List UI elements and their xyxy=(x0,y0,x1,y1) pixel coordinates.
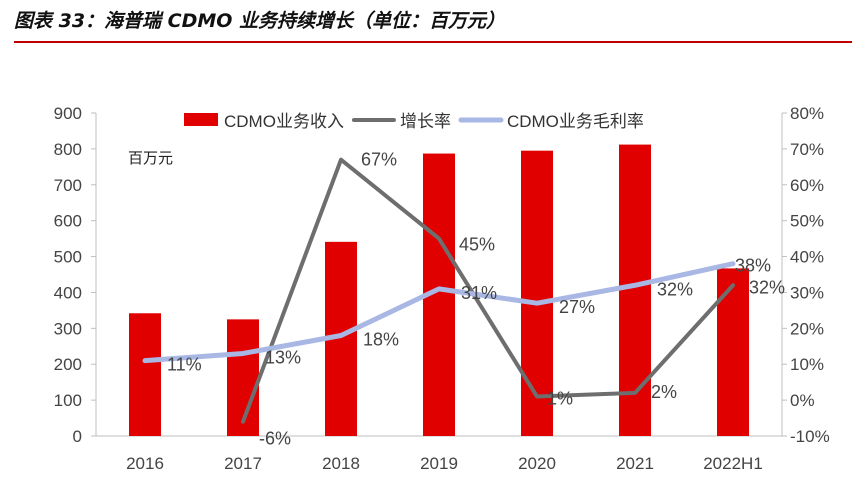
x-tick-label: 2016 xyxy=(126,454,164,473)
bar-cdmo-revenue xyxy=(129,313,161,436)
y-right-tick-label: 10% xyxy=(790,355,824,374)
gross-margin-label: 11% xyxy=(167,355,202,375)
y-right-tick-label: 30% xyxy=(790,283,824,302)
gross-margin-label: 31% xyxy=(461,283,497,303)
y-left-tick-label: 500 xyxy=(54,248,82,267)
lines-group xyxy=(142,157,736,424)
y-left-tick-label: 900 xyxy=(54,104,82,123)
bars-group xyxy=(129,144,749,437)
y-right-tick-label: 70% xyxy=(790,140,824,159)
y-left-tick-label: 600 xyxy=(54,212,82,231)
legend-label: CDMO业务毛利率 xyxy=(507,112,644,131)
gross-margin-label: 13% xyxy=(265,347,301,367)
growth-rate-label: 32% xyxy=(749,277,785,297)
x-tick-label: 2021 xyxy=(616,454,654,473)
y-right-tick-label: -10% xyxy=(790,427,830,446)
figure-title: 图表 33：海普瑞 CDMO 业务持续增长（单位：百万元） xyxy=(14,10,506,32)
y-right-tick-label: 80% xyxy=(790,104,824,123)
legend-label: CDMO业务收入 xyxy=(224,112,344,131)
line-growth-rate xyxy=(241,157,735,424)
y-left-tick-label: 200 xyxy=(54,355,82,374)
gross-margin-label: 32% xyxy=(657,279,693,299)
x-tick-label: 2022H1 xyxy=(703,454,763,473)
y-right-tick-label: 40% xyxy=(790,248,824,267)
growth-rate-label: 1% xyxy=(547,389,573,409)
gross-margin-label: 38% xyxy=(735,256,771,276)
y-right-tick-label: 50% xyxy=(790,212,824,231)
y-left-tick-label: 100 xyxy=(54,391,82,410)
y-left-tick-label: 300 xyxy=(54,319,82,338)
bar-cdmo-revenue xyxy=(521,150,553,436)
y-left-tick-label: 400 xyxy=(54,283,82,302)
line-gross-margin xyxy=(142,261,736,364)
growth-rate-label: 45% xyxy=(459,235,495,255)
y-right-tick-label: 20% xyxy=(790,319,824,338)
gross-margin-label: 18% xyxy=(363,330,399,350)
growth-rate-label: -6% xyxy=(259,429,291,449)
x-tick-label: 2020 xyxy=(518,454,556,473)
y-left-tick-label: 800 xyxy=(54,140,82,159)
growth-rate-label: 67% xyxy=(361,150,397,170)
x-tick-label: 2018 xyxy=(322,454,360,473)
axes-group: 0 100 200 300 400 500 600 700 800 900 -10% 0% 10% 20%… xyxy=(54,104,830,473)
legend-label: 增长率 xyxy=(400,112,451,131)
x-tick-label: 2017 xyxy=(224,454,262,473)
gross-margin-label: 27% xyxy=(559,297,595,317)
legend: CDMO业务收入 增长率 CDMO业务毛利率 xyxy=(184,112,644,131)
x-tick-label: 2019 xyxy=(420,454,458,473)
unit-label: 百万元 xyxy=(128,149,173,167)
y-right-tick-label: 60% xyxy=(790,176,824,195)
y-right-tick-label: 0% xyxy=(790,391,815,410)
y-left-tick-label: 0 xyxy=(73,427,82,446)
bar-cdmo-revenue xyxy=(619,144,651,437)
bar-cdmo-revenue xyxy=(717,268,749,436)
title-divider xyxy=(14,41,852,43)
growth-rate-label: 2% xyxy=(651,382,677,402)
figure-header: 图表 33：海普瑞 CDMO 业务持续增长（单位：百万元） xyxy=(0,0,866,44)
y-left-tick-label: 700 xyxy=(54,176,82,195)
legend-swatch-bar xyxy=(184,113,218,126)
data-labels-group: -6%67%45%1% 2%32%11% 13%18%31%27%32%38% xyxy=(167,150,785,449)
